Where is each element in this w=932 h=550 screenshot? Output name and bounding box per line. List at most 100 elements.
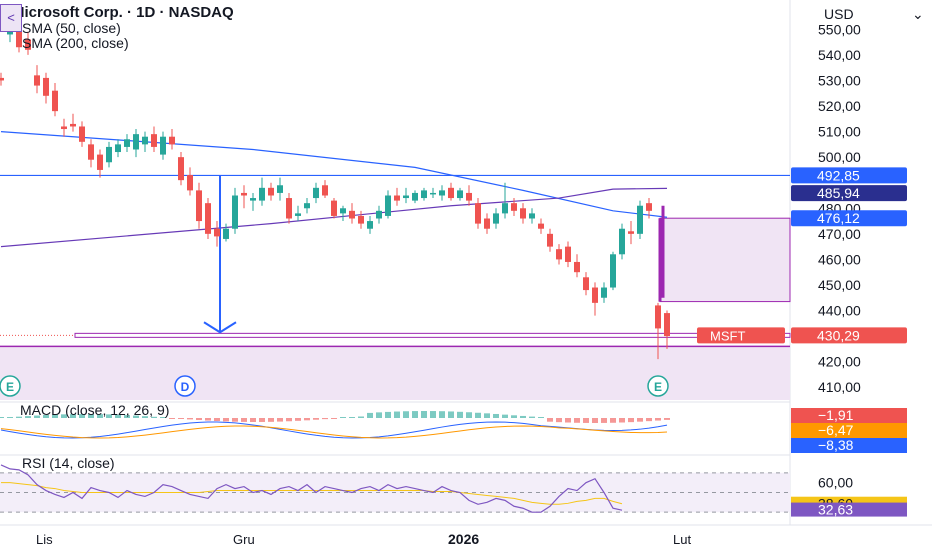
candle-body[interactable] [439, 190, 445, 196]
candle-body[interactable] [457, 190, 463, 199]
candle-body[interactable] [538, 223, 544, 229]
price-tag[interactable] [791, 167, 907, 184]
event-marker-2[interactable] [647, 375, 669, 397]
candle-body[interactable] [349, 210, 355, 219]
candle-body[interactable] [592, 287, 598, 303]
candle-body[interactable] [556, 249, 562, 260]
candle-body[interactable] [502, 203, 508, 214]
sma200-legend[interactable]: SMA (200, close) [22, 35, 129, 51]
candle-body[interactable] [403, 195, 409, 199]
candle-body[interactable] [529, 213, 535, 219]
macd-tag[interactable] [791, 408, 907, 423]
candle-body[interactable] [484, 218, 490, 229]
candle-body[interactable] [313, 187, 319, 199]
macd-line[interactable] [0, 421, 668, 439]
candle-body[interactable] [25, 39, 31, 50]
candle-body[interactable] [52, 90, 58, 112]
sma50-legend[interactable]: SMA (50, close) [22, 20, 121, 36]
candle-body[interactable] [160, 136, 166, 155]
candle-body[interactable] [115, 144, 121, 153]
candle-body[interactable] [106, 146, 112, 163]
candle-body[interactable] [385, 195, 391, 216]
candle-body[interactable] [475, 203, 481, 224]
candle-body[interactable] [322, 185, 328, 196]
rsi-line[interactable] [0, 464, 623, 513]
candle-body[interactable] [169, 136, 175, 145]
candle-body[interactable] [619, 228, 625, 255]
candle-body[interactable] [61, 126, 67, 130]
candle-body[interactable] [583, 277, 589, 291]
candle-body[interactable] [277, 185, 283, 193]
price-tag[interactable] [791, 210, 907, 227]
candle-body[interactable] [0, 77, 4, 81]
candle-body[interactable] [637, 205, 643, 234]
candle-body[interactable] [421, 190, 427, 199]
dropdown-chevron-icon[interactable]: ⌄ [912, 6, 924, 22]
candle-body[interactable] [79, 126, 85, 142]
candle-body[interactable] [511, 203, 517, 211]
candle-body[interactable] [187, 175, 193, 191]
sma50-line[interactable] [0, 130, 668, 218]
candle-body[interactable] [430, 192, 436, 195]
candle-body[interactable] [601, 287, 607, 298]
candle-body[interactable] [610, 254, 616, 288]
candle-body[interactable] [97, 154, 103, 170]
price-tag[interactable] [791, 327, 907, 344]
candle-body[interactable] [655, 305, 661, 329]
candle-body[interactable] [367, 221, 373, 229]
candle-body[interactable] [178, 157, 184, 181]
candle-body[interactable] [493, 213, 499, 224]
candle-body[interactable] [466, 192, 472, 201]
rsi-legend[interactable]: RSI (14, close) [22, 455, 115, 471]
candle-body[interactable] [232, 195, 238, 229]
candle-body[interactable] [574, 261, 580, 273]
candle-body[interactable] [394, 195, 400, 201]
rsi-tag[interactable] [791, 502, 907, 517]
candle-body[interactable] [214, 228, 220, 237]
candle-body[interactable] [412, 192, 418, 201]
candle-body[interactable] [133, 134, 139, 150]
candle-body[interactable] [151, 134, 157, 147]
price-tag[interactable] [791, 185, 907, 202]
candle-body[interactable] [268, 187, 274, 196]
macd-tag[interactable] [791, 438, 907, 453]
symbol-tag[interactable] [697, 327, 785, 344]
candle-body[interactable] [304, 203, 310, 209]
candle-body[interactable] [223, 228, 229, 239]
rsi-ma-line[interactable] [1, 482, 623, 505]
candle-body[interactable] [259, 187, 265, 201]
candle-body[interactable] [520, 208, 526, 219]
candle-body[interactable] [547, 233, 553, 247]
candle-body[interactable] [124, 139, 130, 147]
candle-body[interactable] [358, 215, 364, 224]
event-marker-0[interactable] [0, 375, 21, 397]
macd-legend[interactable]: MACD (close, 12, 26, 9) [20, 402, 170, 418]
collapse-arrow-icon[interactable]: < [0, 4, 22, 32]
candle-body[interactable] [448, 187, 454, 199]
target-zone-box[interactable] [659, 217, 791, 303]
candle-body[interactable] [142, 136, 148, 145]
lower-zone-box[interactable] [0, 346, 790, 400]
candle-body[interactable] [70, 123, 76, 127]
candle-body[interactable] [43, 77, 49, 96]
candle-body[interactable] [295, 213, 301, 216]
candle-body[interactable] [16, 26, 22, 48]
candle-body[interactable] [196, 190, 202, 222]
macd-tag[interactable] [791, 423, 907, 438]
candle-body[interactable] [340, 208, 346, 214]
candle-body[interactable] [241, 192, 247, 196]
candle-body[interactable] [331, 200, 337, 216]
candle-body[interactable] [286, 198, 292, 219]
candle-body[interactable] [205, 203, 211, 234]
candle-body[interactable] [664, 313, 670, 337]
candle-body[interactable] [376, 210, 382, 219]
target-level-line[interactable] [74, 332, 791, 338]
candle-body[interactable] [565, 246, 571, 262]
candle-body[interactable] [88, 144, 94, 160]
candle-body[interactable] [628, 231, 634, 234]
event-marker-1[interactable] [174, 375, 196, 397]
candle-body[interactable] [646, 203, 652, 211]
macd-signal-line[interactable] [0, 425, 668, 439]
candle-body[interactable] [250, 198, 256, 201]
